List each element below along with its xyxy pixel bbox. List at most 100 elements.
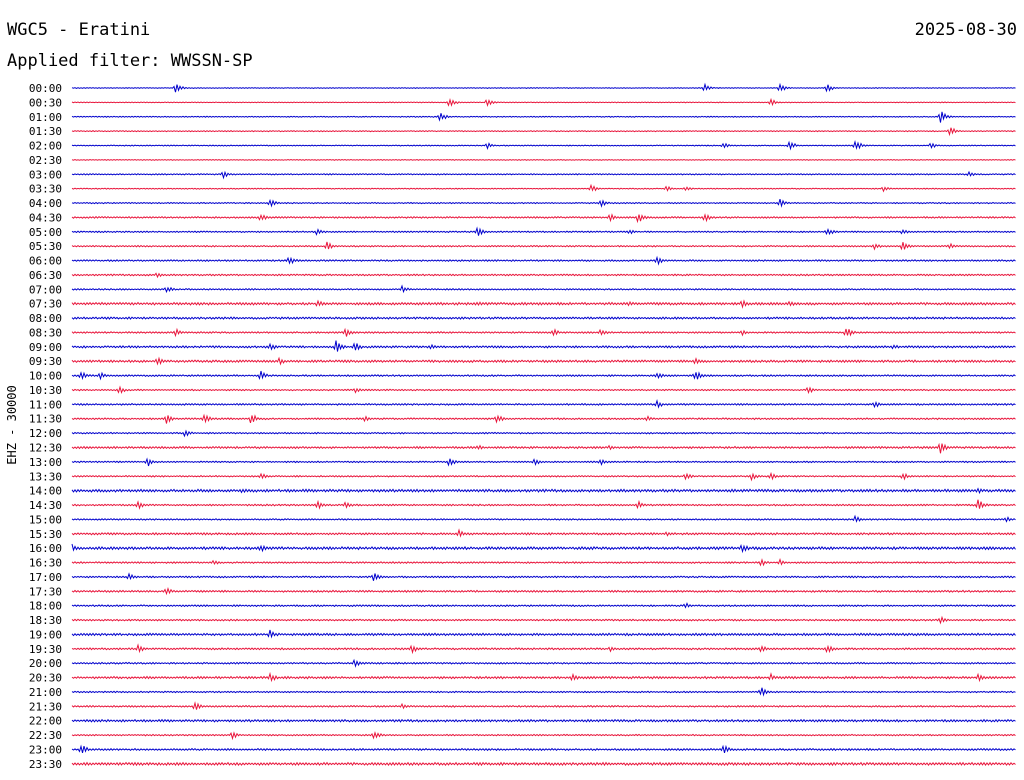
tick-label: 05:30 (29, 240, 62, 253)
tick-label: 14:00 (29, 485, 62, 498)
trace-line (71, 399, 1016, 409)
tick-label: 11:00 (29, 398, 62, 411)
trace-line (71, 356, 1016, 366)
trace-line (71, 429, 1016, 438)
trace-line (71, 340, 1016, 352)
trace-line (71, 744, 1016, 754)
tick-label: 20:00 (29, 657, 62, 670)
tick-label: 12:00 (29, 427, 62, 440)
trace-line (71, 127, 1016, 137)
tick-label: 00:00 (29, 82, 62, 95)
trace-line (71, 413, 1016, 424)
tick-label: 10:00 (29, 370, 62, 383)
trace-line (71, 643, 1016, 655)
tick-label: 02:30 (29, 154, 62, 167)
trace-line (71, 471, 1016, 482)
filter-label: Applied filter: WWSSN-SP (7, 51, 253, 71)
trace-line (71, 572, 1016, 581)
tick-label: 05:00 (29, 226, 62, 239)
tick-label: 08:30 (29, 326, 62, 339)
trace-line (71, 140, 1016, 151)
record-date: 2025-08-30 (914, 20, 1017, 40)
trace-line (71, 255, 1016, 266)
station-title: WGC5 - Eratini (7, 20, 151, 40)
tick-label: 13:30 (29, 470, 62, 483)
trace-line (71, 213, 1016, 224)
trace-line (71, 557, 1016, 567)
tick-label: 17:00 (29, 571, 62, 584)
trace-line (71, 629, 1016, 639)
trace-line (71, 701, 1016, 710)
trace-line (71, 487, 1016, 495)
tick-label: 00:30 (29, 96, 62, 109)
trace-line (71, 671, 1016, 683)
trace-line (71, 442, 1016, 454)
trace-line (71, 514, 1016, 523)
trace-line (71, 457, 1016, 467)
trace-line (71, 82, 1016, 93)
tick-label: 16:00 (29, 542, 62, 555)
tick-label: 07:30 (29, 298, 62, 311)
trace-line (71, 183, 1016, 193)
tick-label: 03:30 (29, 183, 62, 196)
tick-label: 22:00 (29, 715, 62, 728)
tick-label: 01:30 (29, 125, 62, 138)
trace-line (71, 158, 1016, 161)
trace-line (71, 316, 1016, 320)
tick-label: 15:00 (29, 513, 62, 526)
tick-label: 20:30 (29, 672, 62, 685)
trace-line (71, 299, 1016, 309)
tick-label: 02:00 (29, 140, 62, 153)
trace-line (71, 718, 1016, 723)
trace-line (71, 241, 1016, 251)
trace-line (71, 170, 1016, 180)
trace-line (71, 385, 1016, 395)
tick-label: 18:30 (29, 614, 62, 627)
tick-label: 14:30 (29, 499, 62, 512)
tick-label: 07:00 (29, 283, 62, 296)
trace-line (71, 587, 1016, 596)
tick-label: 23:30 (29, 758, 62, 771)
tick-label: 19:00 (29, 628, 62, 641)
tick-label: 21:00 (29, 686, 62, 699)
tick-label: 23:00 (29, 743, 62, 756)
trace-line (71, 658, 1016, 668)
tick-label: 10:30 (29, 384, 62, 397)
trace-line (71, 97, 1016, 107)
trace-line (71, 111, 1016, 123)
trace-line (71, 226, 1016, 236)
tick-label: 09:30 (29, 355, 62, 368)
tick-label: 15:30 (29, 528, 62, 541)
trace-line (71, 731, 1016, 741)
tick-label: 12:30 (29, 442, 62, 455)
trace-line (71, 602, 1016, 609)
tick-label: 18:00 (29, 600, 62, 613)
trace-line (71, 327, 1016, 338)
tick-label: 16:30 (29, 557, 62, 570)
trace-line (71, 615, 1016, 625)
trace-line (71, 198, 1016, 208)
trace-line (71, 272, 1016, 279)
tick-label: 09:00 (29, 341, 62, 354)
tick-label: 21:30 (29, 700, 62, 713)
tick-label: 22:30 (29, 729, 62, 742)
tick-label: 04:30 (29, 211, 62, 224)
trace-line (71, 370, 1016, 381)
trace-line (71, 761, 1016, 767)
trace-line (71, 284, 1016, 294)
trace-line (71, 543, 1016, 554)
tick-label: 11:30 (29, 413, 62, 426)
tick-label: 01:00 (29, 111, 62, 124)
tick-label: 06:30 (29, 269, 62, 282)
trace-line (71, 687, 1016, 697)
trace-line (71, 499, 1016, 510)
tick-label: 06:00 (29, 255, 62, 268)
trace-line (71, 528, 1016, 538)
tick-label: 19:30 (29, 643, 62, 656)
tick-label: 17:30 (29, 585, 62, 598)
tick-label: 04:00 (29, 197, 62, 210)
tick-label: 13:00 (29, 456, 62, 469)
tick-label: 03:00 (29, 168, 62, 181)
tick-label: 08:00 (29, 312, 62, 325)
